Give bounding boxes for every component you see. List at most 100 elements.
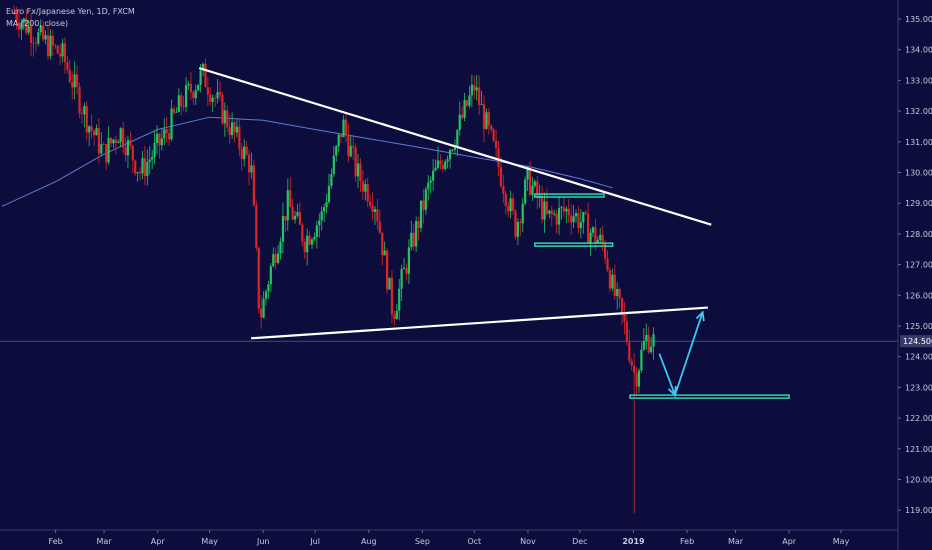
candle — [114, 135, 117, 154]
candle-body — [494, 140, 498, 149]
candle — [385, 247, 389, 294]
candle — [37, 28, 40, 47]
candle-body — [296, 212, 299, 216]
candle-body — [618, 288, 621, 299]
candle-body — [395, 310, 398, 320]
candle-body — [424, 189, 427, 210]
candle-body — [95, 128, 98, 136]
candle-body — [180, 95, 183, 107]
indicator-label: MA (200, close) — [6, 19, 69, 28]
candle — [59, 44, 62, 66]
candle — [388, 277, 391, 290]
current-price-label: 124.506 — [903, 337, 932, 346]
candle-body — [652, 334, 655, 347]
candle — [574, 209, 578, 223]
candle-body — [439, 160, 442, 165]
candle — [255, 200, 258, 252]
candle-body — [100, 144, 103, 154]
candle — [465, 99, 469, 108]
candle-body — [470, 84, 473, 96]
candle — [286, 178, 289, 231]
x-tick-label: Jun — [256, 537, 270, 546]
candle-body — [42, 25, 45, 40]
candle-body — [468, 95, 471, 106]
candle-body — [599, 234, 602, 240]
candle — [572, 205, 575, 229]
candle-body — [277, 253, 280, 263]
candle-body — [165, 129, 168, 134]
candle-body — [642, 340, 645, 350]
candle-body — [228, 127, 231, 136]
candle — [209, 87, 212, 106]
candle-body — [97, 128, 100, 154]
candle-body — [608, 270, 612, 289]
candle-body — [628, 342, 631, 361]
candle — [577, 206, 580, 234]
candle-body — [553, 213, 556, 215]
candle — [170, 99, 173, 142]
candle-body — [327, 185, 331, 203]
candle-body — [635, 372, 638, 387]
candle-body — [616, 288, 619, 296]
candle — [85, 101, 88, 141]
candle-body — [347, 134, 350, 157]
projection-arrow — [658, 311, 704, 398]
candle-body — [335, 146, 338, 156]
candle-body — [436, 160, 440, 168]
candle-body — [422, 200, 425, 210]
candle — [92, 129, 96, 147]
candle-body — [555, 213, 558, 225]
candle — [562, 196, 566, 218]
candle — [422, 189, 425, 224]
candle — [233, 120, 236, 143]
candle — [616, 282, 619, 310]
x-tick-label: Mar — [97, 537, 113, 546]
candle — [618, 287, 621, 308]
candle — [649, 337, 653, 354]
candle — [54, 43, 57, 50]
x-tick-label: Nov — [520, 537, 536, 546]
candle — [364, 179, 367, 201]
candle — [32, 36, 35, 57]
candle-body — [349, 146, 352, 157]
candle-body — [22, 18, 25, 23]
y-tick-label: 132.000 — [905, 107, 932, 116]
y-tick-label: 119.000 — [905, 506, 932, 515]
candle — [230, 112, 234, 139]
x-tick-label: Aug — [361, 537, 377, 546]
candle-body — [187, 84, 190, 86]
candle — [492, 127, 495, 143]
candle-body — [107, 137, 110, 163]
candle-body — [73, 74, 76, 88]
candle-body — [645, 334, 648, 341]
current-price-box — [900, 335, 932, 348]
candle-body — [284, 216, 287, 221]
candle-body — [388, 277, 391, 290]
candle — [138, 166, 142, 181]
candle — [155, 124, 159, 155]
candle-body — [390, 277, 394, 315]
candle-body — [647, 334, 650, 353]
candle-body — [456, 130, 459, 148]
candle — [129, 131, 132, 150]
candle — [281, 202, 285, 254]
candle-body — [240, 148, 243, 160]
candle — [625, 314, 628, 346]
candle-body — [640, 349, 643, 371]
candle — [95, 124, 98, 136]
candle-body — [114, 139, 117, 143]
candle — [301, 223, 304, 247]
candle-body — [117, 141, 120, 143]
candle-body — [432, 170, 435, 181]
y-tick-label: 133.000 — [905, 76, 932, 85]
candle-body — [567, 208, 570, 216]
candle-body — [255, 205, 258, 248]
candle — [42, 20, 45, 42]
arrow-head-up — [695, 310, 705, 322]
candle — [613, 264, 616, 300]
candle — [519, 219, 522, 237]
candle-body — [289, 190, 292, 208]
candle — [303, 238, 306, 260]
candle — [429, 176, 432, 194]
